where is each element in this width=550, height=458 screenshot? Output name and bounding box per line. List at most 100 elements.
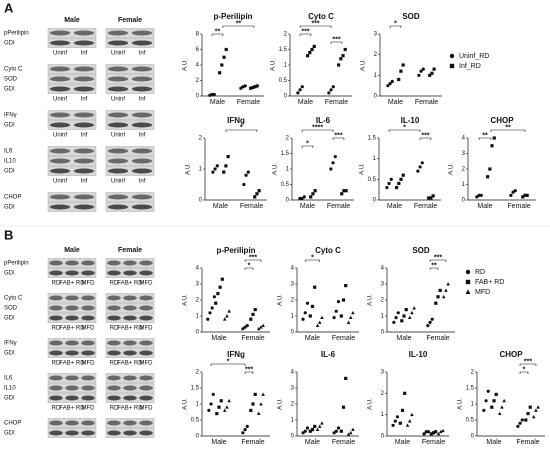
data-point xyxy=(251,85,255,90)
blot-band xyxy=(139,340,153,346)
blot-band xyxy=(81,395,95,401)
data-point xyxy=(329,167,333,171)
data-point xyxy=(214,301,218,305)
y-axis-label: A.U. xyxy=(183,59,189,71)
data-point xyxy=(430,71,434,75)
significance-label: ** xyxy=(505,124,511,131)
data-point xyxy=(206,317,210,321)
data-point xyxy=(403,391,407,395)
data-point xyxy=(257,189,261,193)
blot-band xyxy=(49,375,63,381)
data-point xyxy=(301,317,305,321)
y-tick-label: 3 xyxy=(291,386,295,392)
significance-label: * xyxy=(394,20,397,27)
data-point xyxy=(334,309,338,313)
data-point xyxy=(215,412,219,416)
blot-band xyxy=(131,112,153,118)
data-point xyxy=(211,170,215,174)
data-point xyxy=(344,189,348,193)
y-tick-label: 1.5 xyxy=(368,136,377,142)
legend-label: Uninf_RD xyxy=(459,53,489,60)
blot-band xyxy=(107,420,121,426)
legend-marker xyxy=(465,269,471,275)
chart-title: IL-10 xyxy=(401,116,420,125)
y-tick-label: 3 xyxy=(381,282,385,288)
data-point xyxy=(430,317,434,321)
data-point xyxy=(418,165,422,169)
data-point xyxy=(424,430,428,434)
y-tick-label: 2 xyxy=(381,391,385,397)
x-tick-label: Male xyxy=(477,203,492,210)
blot-band xyxy=(107,430,121,436)
data-point xyxy=(246,170,250,174)
data-point xyxy=(486,175,490,179)
data-point xyxy=(400,319,404,323)
blot-band xyxy=(107,158,129,164)
data-point xyxy=(351,427,355,432)
blot-row-label: GDI xyxy=(4,87,15,93)
y-tick-label: 0 xyxy=(291,434,295,440)
data-point xyxy=(256,326,261,331)
blot-row-label: pPerilipin xyxy=(4,261,29,267)
y-tick-label: 4 xyxy=(291,370,295,376)
data-point xyxy=(416,169,420,173)
blot-band xyxy=(139,315,153,321)
data-point xyxy=(302,195,306,199)
blot-band xyxy=(107,204,129,210)
data-point xyxy=(303,429,307,433)
legend-marker xyxy=(449,53,455,59)
blot-band xyxy=(139,270,153,276)
data-point xyxy=(422,432,426,436)
data-point xyxy=(243,84,247,88)
significance-label: * xyxy=(306,140,309,147)
blot-band xyxy=(81,305,95,311)
y-tick-label: 1 xyxy=(199,167,203,173)
y-axis-label: A.U. xyxy=(361,59,367,71)
x-tick-label: Male xyxy=(300,203,315,210)
blot-band xyxy=(107,66,129,72)
blot-column-label: RD xyxy=(52,281,61,287)
x-tick-label: Male xyxy=(305,335,320,342)
blot-band xyxy=(49,420,63,426)
data-point xyxy=(306,54,310,58)
data-point xyxy=(227,398,231,403)
blot-band xyxy=(49,270,63,276)
chart-title: Cyto C xyxy=(315,246,341,255)
data-point xyxy=(395,186,399,190)
blot-band xyxy=(49,40,71,46)
significance-bracket xyxy=(478,137,492,140)
data-point xyxy=(536,405,540,409)
blot-column-label: MFD xyxy=(140,406,154,412)
blot-band xyxy=(65,430,79,436)
data-point xyxy=(344,284,348,288)
data-point xyxy=(208,311,212,315)
data-point xyxy=(516,424,520,428)
y-tick-label: 4 xyxy=(462,136,466,142)
significance-bracket xyxy=(519,363,537,366)
data-point xyxy=(212,92,216,97)
data-point xyxy=(494,392,498,396)
data-point xyxy=(217,405,221,409)
data-point xyxy=(521,195,525,199)
blot-band xyxy=(65,305,79,311)
data-point xyxy=(241,327,245,331)
blot-strip xyxy=(47,64,97,74)
panel-label: A xyxy=(4,0,14,15)
blot-band xyxy=(81,260,95,266)
blot-band xyxy=(49,112,71,118)
blot-band xyxy=(49,66,71,72)
blot-column-label: Inf xyxy=(139,51,146,57)
data-point xyxy=(399,177,403,181)
data-point xyxy=(431,431,436,435)
data-point xyxy=(490,405,494,409)
blot-row-label: SOD xyxy=(4,306,18,312)
blot-row-label: IL6 xyxy=(4,376,13,382)
x-tick-label: Male xyxy=(396,335,411,342)
significance-label: *** xyxy=(421,132,429,139)
blot-strip xyxy=(47,156,97,166)
data-point xyxy=(526,412,530,416)
data-point xyxy=(315,323,320,328)
blot-band xyxy=(81,350,95,356)
data-point xyxy=(490,144,494,148)
y-tick-label: 1.5 xyxy=(279,47,288,53)
